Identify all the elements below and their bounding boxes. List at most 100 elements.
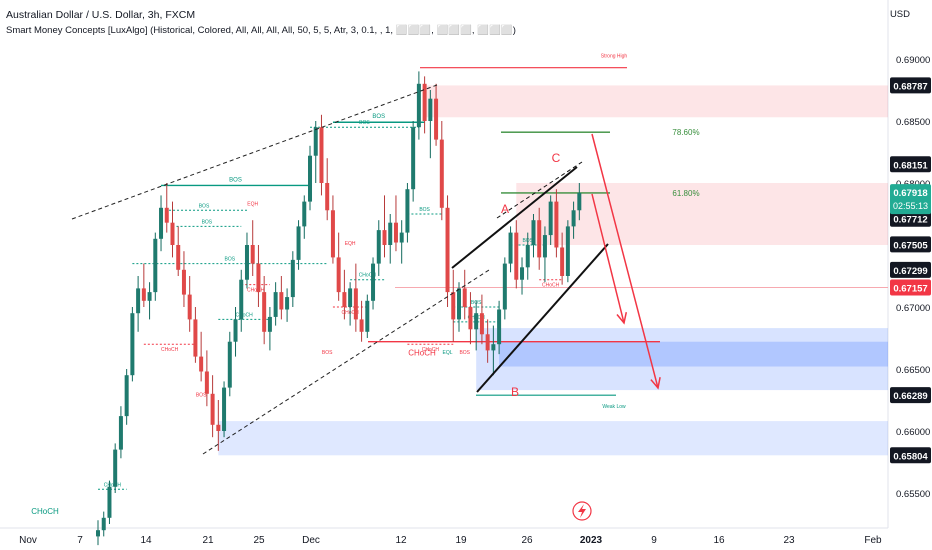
candle-body [136,288,141,314]
price-label-badge [890,447,931,464]
lightning-icon[interactable] [572,501,592,521]
time-tick-label: 14 [140,535,152,546]
candle-body [508,232,513,264]
drawings[interactable]: A B C [71,84,661,455]
choch-label-major: CHoCH [408,349,436,358]
candle-body [159,207,164,239]
price-tick-label: 0.65500 [896,489,930,500]
candle-body [101,517,106,531]
time-tick-label: 23 [783,535,795,546]
chart-title: Australian Dollar / U.S. Dollar, 3h, FXC… [6,9,196,21]
projection-arrow-long-head[interactable] [650,377,661,390]
time-tick-label: Feb [864,535,882,546]
candle-body [393,222,398,243]
candle-body [290,259,295,298]
price-label-badge [890,210,931,227]
candle-body [193,319,198,357]
choch-label: CHoCH [104,482,122,488]
candle-body [451,292,456,320]
channel-lower-line[interactable] [476,243,609,393]
pattern-label-a: A [501,202,509,216]
candle-body [577,192,582,211]
choch-label: CHoCH [422,347,440,353]
time-tick-label: Dec [302,535,320,546]
candle-body [439,139,444,208]
eql-label: EQL [443,350,453,356]
candle-body [554,201,559,248]
candle-body [342,292,347,307]
time-tick-label: 21 [202,535,214,546]
price-label-text: 0.67157 [893,284,927,295]
trendline-dashed-upper[interactable] [71,84,438,220]
bos-label: BOS [229,177,242,183]
price-label-badge [890,77,931,94]
weak-low-label: Weak Low [602,404,626,410]
candle-body [153,238,158,293]
price-label-badge [890,236,931,253]
candle-body [560,247,565,276]
candle-body [319,127,324,183]
demand-zone-lower [218,421,888,456]
demand-zone-inner [499,341,888,367]
pattern-label-b: B [511,385,519,399]
candle-body [250,245,255,264]
time-tick-label: 25 [253,535,265,546]
channel-dashed[interactable] [496,161,583,219]
candle-body [382,230,387,245]
candle-body [141,288,146,301]
candle-body [336,257,341,293]
projection-arrow-short-head[interactable] [616,312,628,325]
candle-body [227,341,232,388]
time-tick-label: 2023 [580,535,603,546]
time-tick-label: Nov [19,535,37,546]
candle-body [353,288,358,320]
price-label-text: 0.67299 [893,266,927,277]
candle-body [497,309,502,345]
countdown-text: 02:55:13 [893,201,928,211]
demand-zone-upper [476,328,888,391]
bos-label: BOS [199,203,210,209]
price-tick-label: 0.68500 [896,117,930,128]
channel-upper-line[interactable] [451,166,578,269]
price-axis: 0.690000.685000.680000.675000.670000.665… [890,55,931,500]
candle-body [365,300,370,332]
projection-arrow-short[interactable] [591,193,625,324]
candle-body [170,222,175,245]
candle-body [491,344,496,351]
price-label-badge [890,387,931,404]
time-tick-label: 26 [521,535,533,546]
price-label-text: 0.65804 [893,451,928,462]
bos-label: BOS [202,219,213,225]
candle-body [416,83,421,128]
candles [96,71,582,546]
candle-body [164,207,169,223]
choch-label: CHoCH [247,288,265,294]
candle-body [359,319,364,332]
candle-body [267,316,272,332]
price-label-text: 0.67712 [893,215,927,226]
eqh-label: EQH [345,241,356,247]
candle-body [428,98,433,121]
candle-body [308,155,313,202]
candle-body [348,288,353,307]
candle-body [376,230,381,264]
candle-body [485,334,490,351]
projection-arrow-long[interactable] [591,133,659,389]
choch-label: CHoCH [161,347,179,353]
bos-label: BOS [372,114,385,120]
strong-high-label: Strong High [601,54,628,60]
indicator-legend[interactable]: Smart Money Concepts [LuxAlgo] (Historic… [6,25,516,36]
trendline-dashed-lower[interactable] [202,269,490,455]
candle-body [502,263,507,310]
candle-body [233,319,238,342]
time-tick-label: 12 [395,535,407,546]
candle-body [96,530,100,537]
candle-body [124,375,129,417]
candle-body [520,267,525,280]
time-tick-label: 7 [77,535,83,546]
bos-label: BOS [359,120,370,126]
choch-label: CHoCH [235,312,253,318]
time-tick-label: 19 [455,535,467,546]
price-label-text: 0.67505 [893,240,928,251]
